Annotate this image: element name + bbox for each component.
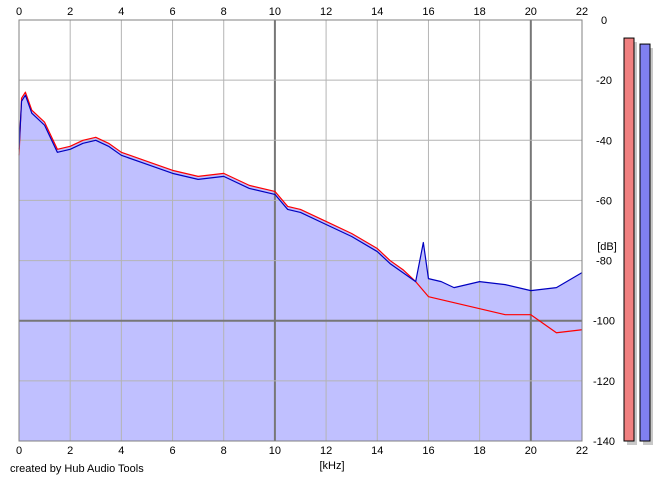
x-tick-label-top: 14 bbox=[371, 6, 383, 18]
x-tick-label-bottom: 18 bbox=[474, 445, 486, 457]
series-line-blue bbox=[18, 94, 583, 292]
x-tick-label-top: 4 bbox=[118, 6, 124, 18]
y-tick-label: -80 bbox=[596, 256, 612, 268]
x-tick-label-top: 12 bbox=[320, 6, 332, 18]
x-tick-label-bottom: 8 bbox=[221, 445, 227, 457]
level-meter-left bbox=[623, 37, 635, 442]
y-tick-label: -100 bbox=[593, 316, 615, 328]
x-tick-label-bottom: 14 bbox=[371, 445, 383, 457]
x-tick-label-top: 18 bbox=[474, 6, 486, 18]
x-tick-label-bottom: 2 bbox=[67, 445, 73, 457]
x-tick-label-bottom: 16 bbox=[422, 445, 434, 457]
y-tick-label: -60 bbox=[596, 195, 612, 207]
y-tick-label: -120 bbox=[593, 376, 615, 388]
plot-frame bbox=[18, 19, 583, 442]
x-tick-label-bottom: 20 bbox=[525, 445, 537, 457]
x-tick-label-top: 16 bbox=[422, 6, 434, 18]
y-tick-label: -40 bbox=[596, 135, 612, 147]
series-layer bbox=[18, 91, 583, 334]
spectrum-fill-area bbox=[19, 92, 582, 442]
y-tick-label: 0 bbox=[601, 15, 607, 27]
x-tick-label-top: 22 bbox=[576, 6, 588, 18]
meter-layer bbox=[623, 37, 653, 446]
series-line-red bbox=[18, 91, 583, 334]
x-tick-label-top: 20 bbox=[525, 6, 537, 18]
y-tick-label: -20 bbox=[596, 75, 612, 87]
y-axis-label: [dB] bbox=[597, 241, 617, 253]
y-tick-label: -140 bbox=[593, 436, 615, 448]
x-tick-label-top: 6 bbox=[169, 6, 175, 18]
x-tick-label-bottom: 10 bbox=[269, 445, 281, 457]
x-tick-label-bottom: 6 bbox=[169, 445, 175, 457]
x-tick-label-top: 0 bbox=[16, 6, 22, 18]
axis-layer: 002244668810101212141416161818202022220-… bbox=[16, 6, 615, 457]
x-tick-label-bottom: 4 bbox=[118, 445, 124, 457]
x-tick-label-bottom: 22 bbox=[576, 445, 588, 457]
level-meter-right bbox=[639, 43, 651, 442]
x-tick-label-top: 8 bbox=[221, 6, 227, 18]
x-axis-label: [kHz] bbox=[319, 460, 344, 472]
credit-text: created by Hub Audio Tools bbox=[10, 463, 144, 475]
x-tick-label-bottom: 12 bbox=[320, 445, 332, 457]
x-tick-label-top: 10 bbox=[269, 6, 281, 18]
x-tick-label-bottom: 0 bbox=[16, 445, 22, 457]
x-tick-label-top: 2 bbox=[67, 6, 73, 18]
fill-layer bbox=[19, 92, 582, 442]
